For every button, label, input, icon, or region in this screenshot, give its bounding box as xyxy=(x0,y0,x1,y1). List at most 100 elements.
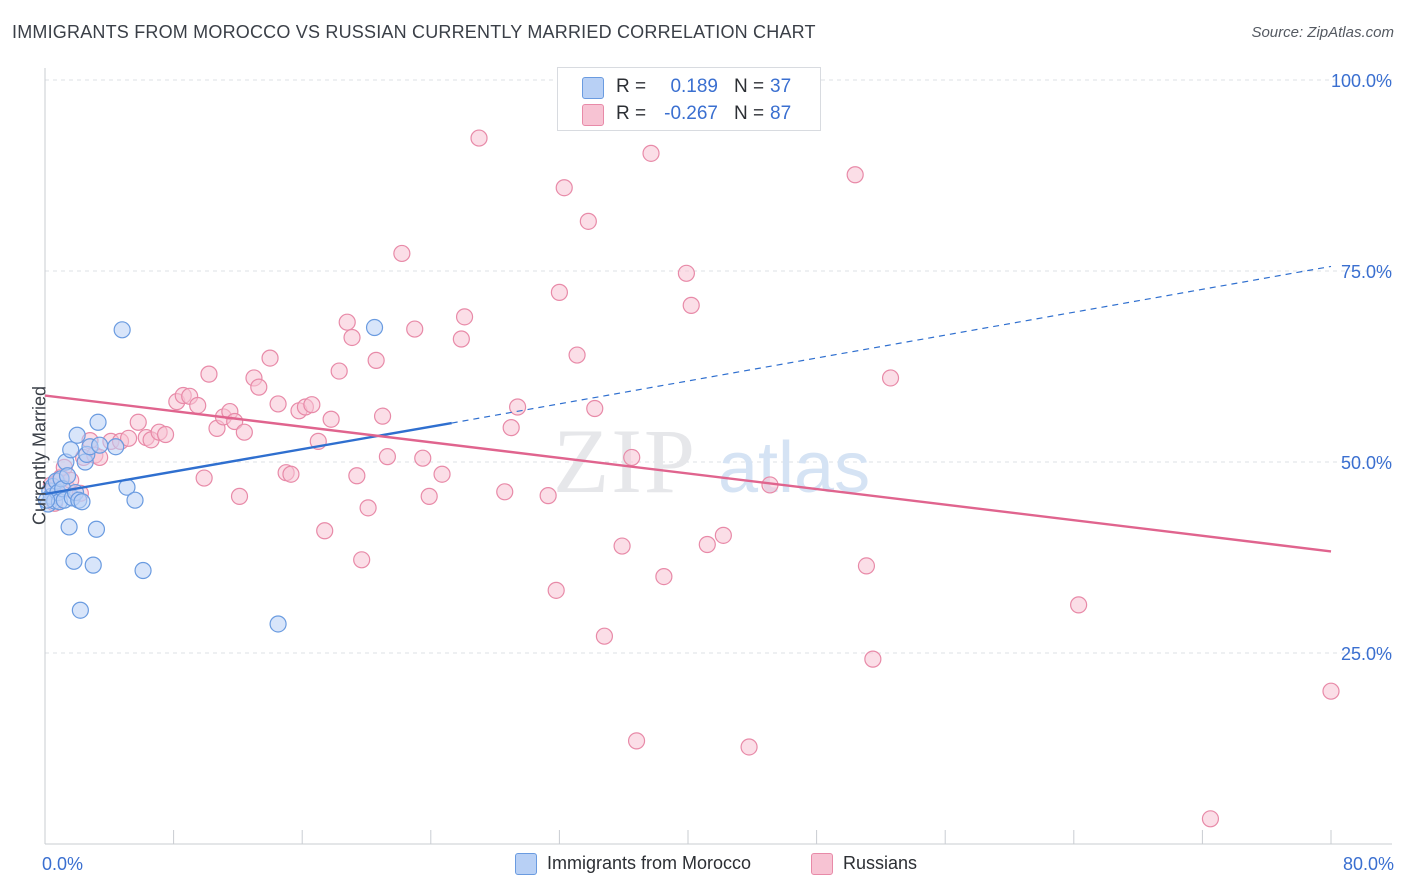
russians-point xyxy=(642,144,660,162)
russians-point xyxy=(452,330,470,348)
russians-point xyxy=(623,448,641,467)
grid xyxy=(45,79,1392,654)
russians-point xyxy=(359,499,377,517)
russians-point xyxy=(698,535,716,554)
legend-n-value: 87 xyxy=(770,103,792,124)
watermark: ZIP atlas xyxy=(553,410,870,512)
russians-points xyxy=(42,129,1340,828)
russians-point xyxy=(509,398,527,416)
legend-swatch-blue xyxy=(515,853,537,875)
russians-point xyxy=(470,129,488,147)
tick-labels: 25.0% 50.0% 75.0% 100.0% 0.0% 80.0% xyxy=(42,71,1394,874)
trend-lines xyxy=(44,265,1332,553)
morocco-point xyxy=(68,426,86,444)
morocco-point xyxy=(134,561,152,580)
y-tick-label: 50.0% xyxy=(1341,453,1392,473)
russians-point xyxy=(195,469,213,487)
russians-point xyxy=(682,296,700,314)
russians-point xyxy=(378,448,396,466)
morocco-point xyxy=(87,520,106,538)
russians-trend-line xyxy=(44,394,1332,553)
y-tick-label: 75.0% xyxy=(1341,262,1392,282)
russians-point xyxy=(250,378,268,396)
y-axis-label: Currently Married xyxy=(29,385,50,526)
russians-point xyxy=(857,557,876,575)
russians-point xyxy=(200,365,218,383)
russians-point xyxy=(586,399,604,418)
russians-point xyxy=(330,362,348,380)
morocco-point xyxy=(107,438,125,456)
legend-label-morocco: Immigrants from Morocco xyxy=(547,853,752,873)
y-tick-label: 25.0% xyxy=(1341,644,1392,664)
legend-n-label: N = xyxy=(734,76,765,97)
legend-label-russians: Russians xyxy=(843,853,918,873)
russians-point xyxy=(496,483,514,501)
russians-point xyxy=(655,567,673,586)
legend-row-russians: R = -0.267 N = 87 xyxy=(558,101,820,127)
russians-point xyxy=(1322,682,1340,700)
russians-point xyxy=(230,487,249,505)
chart-title: IMMIGRANTS FROM MOROCCO VS RUSSIAN CURRE… xyxy=(12,22,816,42)
russians-point xyxy=(864,650,882,668)
legend-n-value: 37 xyxy=(770,76,792,97)
axes xyxy=(44,68,1392,845)
morocco-point xyxy=(365,318,384,337)
morocco-trend-line xyxy=(451,265,1332,424)
morocco-point xyxy=(38,491,56,509)
morocco-point xyxy=(89,413,107,431)
russians-point xyxy=(568,346,586,364)
russians-point xyxy=(539,487,557,505)
russians-point xyxy=(613,537,631,555)
russians-point xyxy=(316,522,334,540)
russians-point xyxy=(677,264,695,282)
legend-r-label: R = xyxy=(616,76,647,97)
russians-point xyxy=(881,369,900,387)
morocco-point xyxy=(113,321,131,339)
russians-point xyxy=(579,212,597,230)
morocco-point xyxy=(73,493,91,511)
x-tick-label: 80.0% xyxy=(1343,854,1394,874)
morocco-point xyxy=(65,552,83,570)
russians-point xyxy=(235,423,253,441)
russians-point xyxy=(1070,596,1088,614)
russians-point xyxy=(269,395,287,413)
russians-point xyxy=(555,179,573,197)
russians-point xyxy=(119,429,138,447)
morocco-point xyxy=(269,615,287,633)
russians-point xyxy=(420,487,438,505)
watermark-atlas: atlas xyxy=(718,428,870,508)
morocco-point xyxy=(126,491,144,509)
legend-r-value: 0.189 xyxy=(670,76,718,97)
morocco-point xyxy=(62,441,80,459)
morocco-points xyxy=(38,318,384,633)
russians-point xyxy=(714,526,732,544)
russians-point xyxy=(343,328,361,347)
russians-point xyxy=(502,419,520,437)
morocco-point xyxy=(91,436,109,454)
legend-r-value: -0.267 xyxy=(664,103,718,124)
morocco-point xyxy=(71,601,89,619)
russians-point xyxy=(282,465,300,483)
legend-swatch-pink xyxy=(811,853,833,875)
russians-point xyxy=(1201,810,1220,828)
russians-point xyxy=(414,449,432,467)
russians-point xyxy=(627,732,646,750)
legend-n-label: N = xyxy=(734,103,765,124)
russians-point xyxy=(303,396,321,414)
legend-r-label: R = xyxy=(616,103,647,124)
morocco-point xyxy=(84,556,102,574)
russians-point xyxy=(547,581,565,599)
russians-point xyxy=(322,410,340,428)
russians-point xyxy=(353,551,371,569)
russians-point xyxy=(550,283,569,301)
russians-point xyxy=(455,308,474,326)
russians-point xyxy=(156,425,175,444)
y-tick-label: 100.0% xyxy=(1331,71,1392,91)
russians-point xyxy=(189,396,207,415)
russians-point xyxy=(846,166,864,184)
source-label: Source: ZipAtlas.com xyxy=(1251,24,1394,41)
russians-point xyxy=(740,738,758,756)
russians-point xyxy=(393,244,411,263)
morocco-point xyxy=(60,518,78,536)
